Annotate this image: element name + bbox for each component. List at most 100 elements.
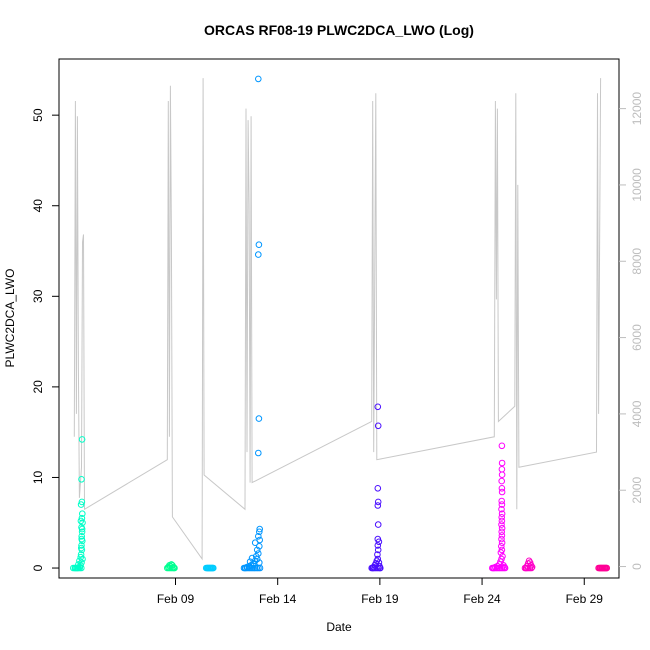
y2-tick-label: 10000	[630, 168, 644, 202]
data-point	[253, 546, 261, 554]
x-axis-label: Date	[326, 620, 352, 634]
data-point	[498, 505, 505, 513]
data-point	[494, 562, 501, 570]
data-point	[374, 403, 382, 411]
data-point	[498, 546, 506, 554]
y-tick-label: 50	[31, 108, 45, 122]
y2-tick-label: 6000	[630, 324, 644, 351]
data-point	[170, 563, 177, 571]
data-point	[254, 251, 262, 258]
data-point	[498, 532, 506, 539]
data-point	[498, 539, 506, 547]
series-2	[164, 561, 178, 572]
data-point	[374, 422, 382, 430]
data-point	[498, 471, 506, 479]
x-tick-label: Feb 09	[157, 592, 195, 606]
data-point	[374, 521, 382, 528]
data-point	[78, 476, 85, 483]
data-point	[377, 564, 384, 572]
data-point	[254, 449, 262, 457]
data-point	[256, 525, 264, 533]
data-point	[374, 498, 382, 506]
series-8	[595, 564, 611, 572]
data-point	[77, 551, 85, 558]
y2-tick-label: 4000	[630, 400, 644, 427]
data-point	[498, 524, 506, 532]
data-point	[246, 558, 254, 566]
series-1	[70, 436, 86, 572]
data-points-layer	[70, 75, 611, 572]
data-point	[171, 564, 178, 572]
series-3	[202, 564, 217, 572]
data-point	[498, 497, 506, 505]
data-point	[254, 550, 262, 557]
data-point	[248, 554, 256, 562]
data-point	[77, 501, 85, 508]
data-point	[498, 466, 506, 473]
data-point	[501, 563, 508, 571]
data-point	[254, 75, 262, 83]
y2-tick-label: 12000	[630, 92, 644, 126]
data-point	[77, 517, 85, 525]
data-point	[498, 501, 506, 508]
x-tick-label: Feb 24	[463, 592, 501, 606]
data-point	[79, 510, 86, 518]
y-axis-label: PLWC2DCA_LWO	[3, 269, 17, 368]
data-point	[498, 485, 506, 492]
data-point	[498, 528, 506, 536]
data-point	[498, 543, 505, 550]
data-point	[498, 521, 505, 528]
data-point	[498, 488, 506, 496]
data-point	[498, 517, 506, 525]
data-point	[498, 535, 505, 543]
data-point	[75, 561, 82, 568]
x-tick-label: Feb 19	[361, 592, 399, 606]
x-tick-label: Feb 29	[566, 592, 604, 606]
data-point	[256, 536, 264, 544]
data-point	[498, 477, 506, 485]
data-point	[374, 502, 382, 509]
y-tick-label: 10	[31, 470, 45, 484]
series-6	[489, 442, 509, 572]
y-tick-label: 30	[31, 289, 45, 303]
data-point	[255, 415, 263, 422]
data-point	[374, 546, 382, 554]
data-point	[77, 553, 84, 561]
series-4	[240, 75, 264, 572]
data-point	[78, 525, 86, 533]
data-point	[499, 553, 506, 560]
right-y-axis: 0 2000 4000 6000 8000 10000 12000	[619, 92, 644, 570]
secondary-line-layer	[73, 78, 602, 561]
y-tick-label: 40	[31, 199, 45, 213]
data-point	[498, 510, 506, 518]
data-point	[528, 563, 536, 571]
data-point	[256, 543, 263, 550]
y2-tick-label: 2000	[630, 477, 644, 504]
data-point	[374, 542, 382, 549]
data-point	[78, 498, 86, 506]
data-point	[210, 564, 217, 572]
data-point	[78, 533, 85, 540]
data-point	[498, 514, 506, 521]
y2-tick-label: 8000	[630, 248, 644, 275]
chart-title: ORCAS RF08-19 PLWC2DCA_LWO (Log)	[204, 22, 474, 38]
secondary-line	[73, 78, 602, 561]
data-point	[78, 436, 86, 443]
x-tick-label: Feb 14	[259, 592, 297, 606]
data-point	[78, 544, 85, 552]
data-point	[79, 519, 86, 527]
data-point	[374, 555, 382, 563]
data-point	[498, 442, 506, 450]
data-point	[603, 564, 611, 572]
data-point	[256, 528, 263, 536]
series-7	[521, 557, 536, 572]
data-point	[374, 535, 382, 543]
left-y-axis: 0 10 20 30 40 50	[31, 108, 59, 571]
data-point	[255, 241, 263, 248]
plot-frame	[58, 58, 620, 579]
y2-tick-label: 0	[630, 563, 644, 570]
data-point	[374, 485, 382, 492]
x-axis: Feb 09 Feb 14 Feb 19 Feb 24 Feb 29	[157, 578, 603, 606]
